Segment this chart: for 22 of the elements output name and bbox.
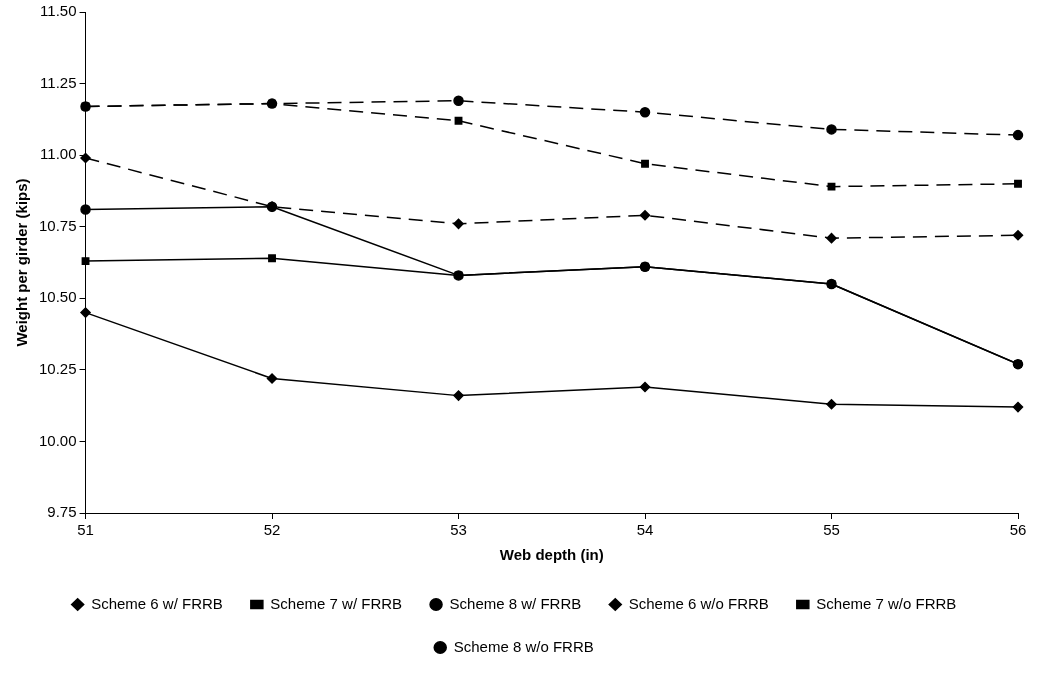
legend-label: Scheme 8 w/o FRRB: [453, 637, 594, 655]
x-tick-label: 55: [823, 521, 840, 539]
y-tick-label: 10.00: [38, 431, 77, 449]
y-tick-label: 10.25: [38, 360, 77, 377]
y-tick-label: 10.75: [38, 216, 77, 234]
x-tick-label: 56: [1009, 521, 1027, 539]
y-tick-label: 10.50: [38, 288, 77, 306]
y-tick-label: 11.25: [40, 73, 77, 91]
y-tick-label: 11.50: [40, 2, 77, 20]
legend-label: Scheme 6 w/o FRRB: [628, 594, 769, 612]
y-tick-label: 11.00: [40, 145, 77, 163]
x-tick-label: 53: [450, 521, 467, 539]
legend-label: Scheme 6 w/ FRRB: [91, 594, 223, 612]
legend-label: Scheme 8 w/ FRRB: [449, 594, 582, 612]
legend-label: Scheme 7 w/o FRRB: [816, 594, 957, 612]
x-axis-title: Web depth (in): [499, 546, 604, 564]
x-tick-label: 54: [636, 521, 654, 539]
y-axis-title: Weight per girder (kips): [13, 178, 31, 347]
y-tick-label: 9.75: [47, 503, 77, 521]
legend-label: Scheme 7 w/ FRRB: [270, 594, 403, 612]
x-tick-label: 51: [77, 521, 94, 539]
x-tick-label: 52: [263, 521, 281, 539]
